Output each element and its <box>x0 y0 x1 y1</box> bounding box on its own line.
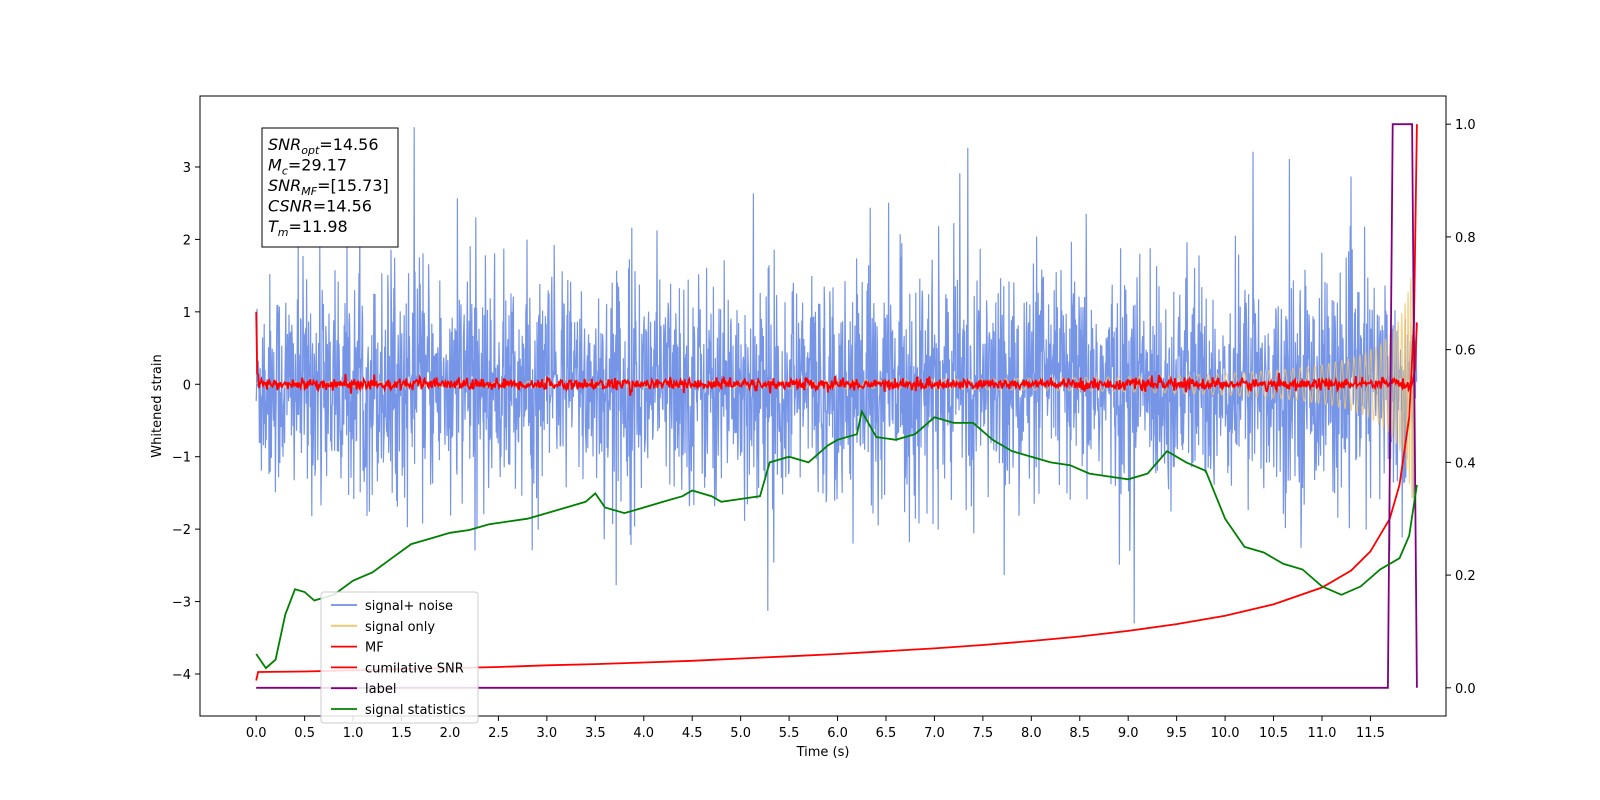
legend-frame <box>320 591 479 724</box>
annotation-symbol: T <box>268 217 279 236</box>
annotation-value: =14.56 <box>313 197 372 216</box>
legend-label: signal only <box>365 620 435 635</box>
legend-item: MF <box>331 641 384 656</box>
x-tick-label: 1.0 <box>343 726 364 741</box>
y-tick-label: −1 <box>172 451 191 466</box>
y2-tick-label: 0.4 <box>1455 456 1476 471</box>
x-tick-label: 10.0 <box>1211 726 1240 741</box>
x-tick-label: 0.5 <box>294 726 315 741</box>
x-tick-label: 5.0 <box>730 726 751 741</box>
annotation-subscript: opt <box>301 144 320 157</box>
legend-item: signal statistics <box>331 703 466 718</box>
legend-item: label <box>331 682 396 697</box>
legend-label: signal+ noise <box>365 599 453 614</box>
x-tick-label: 7.0 <box>924 726 945 741</box>
y2-tick-label: 0.2 <box>1455 569 1476 584</box>
x-tick-label: 9.5 <box>1166 726 1187 741</box>
annotation-line: Tm=11.98 <box>268 217 348 239</box>
x-tick-label: 11.5 <box>1356 726 1385 741</box>
annotation-line: CSNR=14.56 <box>268 197 372 216</box>
x-tick-label: 1.5 <box>391 726 412 741</box>
x-tick-label: 3.5 <box>585 726 606 741</box>
series-signal-noise <box>255 127 1418 624</box>
series-mf <box>255 311 1418 396</box>
x-tick-label: 0.0 <box>246 726 267 741</box>
x-tick-label: 5.5 <box>779 726 800 741</box>
x-tick-label: 2.0 <box>440 726 461 741</box>
y2-tick-label: 1.0 <box>1455 118 1476 133</box>
x-tick-label: 4.5 <box>682 726 703 741</box>
annotation-symbol: M <box>268 156 282 175</box>
legend: signal+ noise signal only MF cumilative SNR… <box>320 591 479 724</box>
x-tick-label: 11.0 <box>1308 726 1337 741</box>
annotation-symbol: SNR <box>268 135 301 154</box>
annotation-value: =[15.73] <box>317 176 389 195</box>
legend-item: cumilative SNR <box>331 661 464 676</box>
x-tick-label: 4.0 <box>633 726 654 741</box>
legend-label: cumilative SNR <box>365 661 464 676</box>
annotation-value: =14.56 <box>319 135 378 154</box>
y-tick-label: 0 <box>183 378 191 393</box>
y-tick-label: −2 <box>172 523 191 538</box>
x-tick-label: 6.0 <box>827 726 848 741</box>
x-axis: 0.0 0.5 1.0 1.5 2.0 2.5 3.0 3.5 4.0 4.5 5.0 5.5 6.0 6… <box>246 716 1385 741</box>
y2-tick-label: 0.8 <box>1455 231 1476 246</box>
x-tick-label: 6.5 <box>876 726 897 741</box>
legend-label: signal statistics <box>365 703 466 718</box>
y-tick-label: −3 <box>172 596 191 611</box>
y-tick-label: 3 <box>183 161 191 176</box>
annotation-subscript: c <box>282 165 288 178</box>
annotation-symbol: CSNR <box>268 197 313 216</box>
annotation-line: SNRMF=[15.73] <box>268 176 389 198</box>
annotation-frame <box>261 127 399 248</box>
annotation-value: =29.17 <box>288 156 347 175</box>
annotation-subscript: m <box>278 226 289 239</box>
legend-label: MF <box>365 641 384 656</box>
annotation-line: SNRopt=14.56 <box>268 135 379 157</box>
y-tick-label: −4 <box>172 668 191 683</box>
y-axis-right: 1.0 0.8 0.6 0.4 0.2 0.0 <box>1446 118 1476 697</box>
annotation-value: =11.98 <box>289 217 348 236</box>
y-axis-left: 3 2 1 0 −1 −2 −3 −4 <box>172 161 200 683</box>
plot-frame <box>199 95 1447 717</box>
x-tick-label: 8.0 <box>1021 726 1042 741</box>
x-tick-label: 9.0 <box>1118 726 1139 741</box>
legend-label: label <box>365 682 396 697</box>
y-axis-label: Whitened strain <box>150 354 165 457</box>
y-tick-label: 1 <box>183 306 191 321</box>
legend-item: signal only <box>331 620 435 635</box>
y-tick-label: 2 <box>183 233 191 248</box>
x-tick-label: 2.5 <box>488 726 509 741</box>
x-axis-label: Time (s) <box>796 745 850 760</box>
annotation-box: SNRopt=14.56Mc=29.17SNRMF=[15.73]CSNR=14… <box>261 127 399 248</box>
x-tick-label: 7.5 <box>973 726 994 741</box>
series-label <box>256 123 1418 689</box>
x-tick-label: 10.5 <box>1259 726 1288 741</box>
annotation-line: Mc=29.17 <box>268 156 347 178</box>
x-tick-label: 3.0 <box>537 726 558 741</box>
legend-item: signal+ noise <box>331 599 453 614</box>
series-signal-statistics <box>255 409 1418 670</box>
y2-tick-label: 0.0 <box>1455 682 1476 697</box>
y2-tick-label: 0.6 <box>1455 344 1476 359</box>
annotation-subscript: MF <box>301 185 317 198</box>
x-tick-label: 8.5 <box>1069 726 1090 741</box>
annotation-symbol: SNR <box>268 176 301 195</box>
